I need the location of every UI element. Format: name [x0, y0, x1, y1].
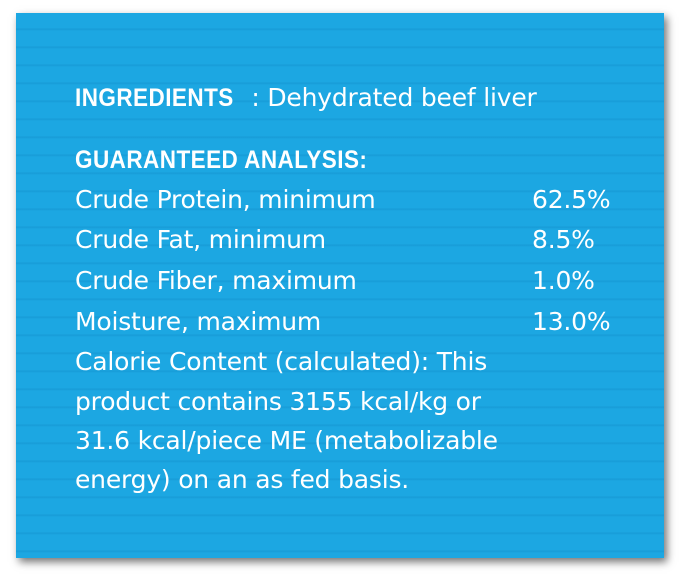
row-value: 1.0% — [532, 266, 595, 295]
calorie-line: product contains 3155 kcal/kg or — [75, 387, 481, 416]
analysis-row: Crude Fiber, maximum 1.0% — [75, 266, 635, 295]
row-value: 13.0% — [532, 307, 611, 336]
analysis-row: Moisture, maximum 13.0% — [75, 307, 635, 336]
row-name: Crude Fiber, maximum — [75, 266, 357, 295]
ingredients-line: INGREDIENTS: Dehydrated beef liver — [75, 83, 537, 112]
guaranteed-analysis-heading: GUARANTEED ANALYSIS: — [75, 146, 368, 174]
row-name: Moisture, maximum — [75, 307, 322, 336]
nutrition-label-panel: INGREDIENTS: Dehydrated beef liver GUARA… — [16, 13, 664, 558]
ingredients-heading: INGREDIENTS — [75, 84, 234, 112]
analysis-row: Crude Fat, minimum 8.5% — [75, 225, 635, 254]
row-value: 62.5% — [532, 185, 611, 214]
calorie-line: Calorie Content (calculated): This — [75, 347, 488, 376]
ingredients-text: Dehydrated beef liver — [267, 83, 537, 112]
calorie-line: energy) on an as fed basis. — [75, 465, 410, 494]
analysis-row: Crude Protein, minimum 62.5% — [75, 185, 635, 214]
row-name: Crude Fat, minimum — [75, 225, 326, 254]
calorie-line: 31.6 kcal/piece ME (metabolizable — [75, 426, 498, 455]
row-name: Crude Protein, minimum — [75, 185, 376, 214]
row-value: 8.5% — [532, 225, 595, 254]
